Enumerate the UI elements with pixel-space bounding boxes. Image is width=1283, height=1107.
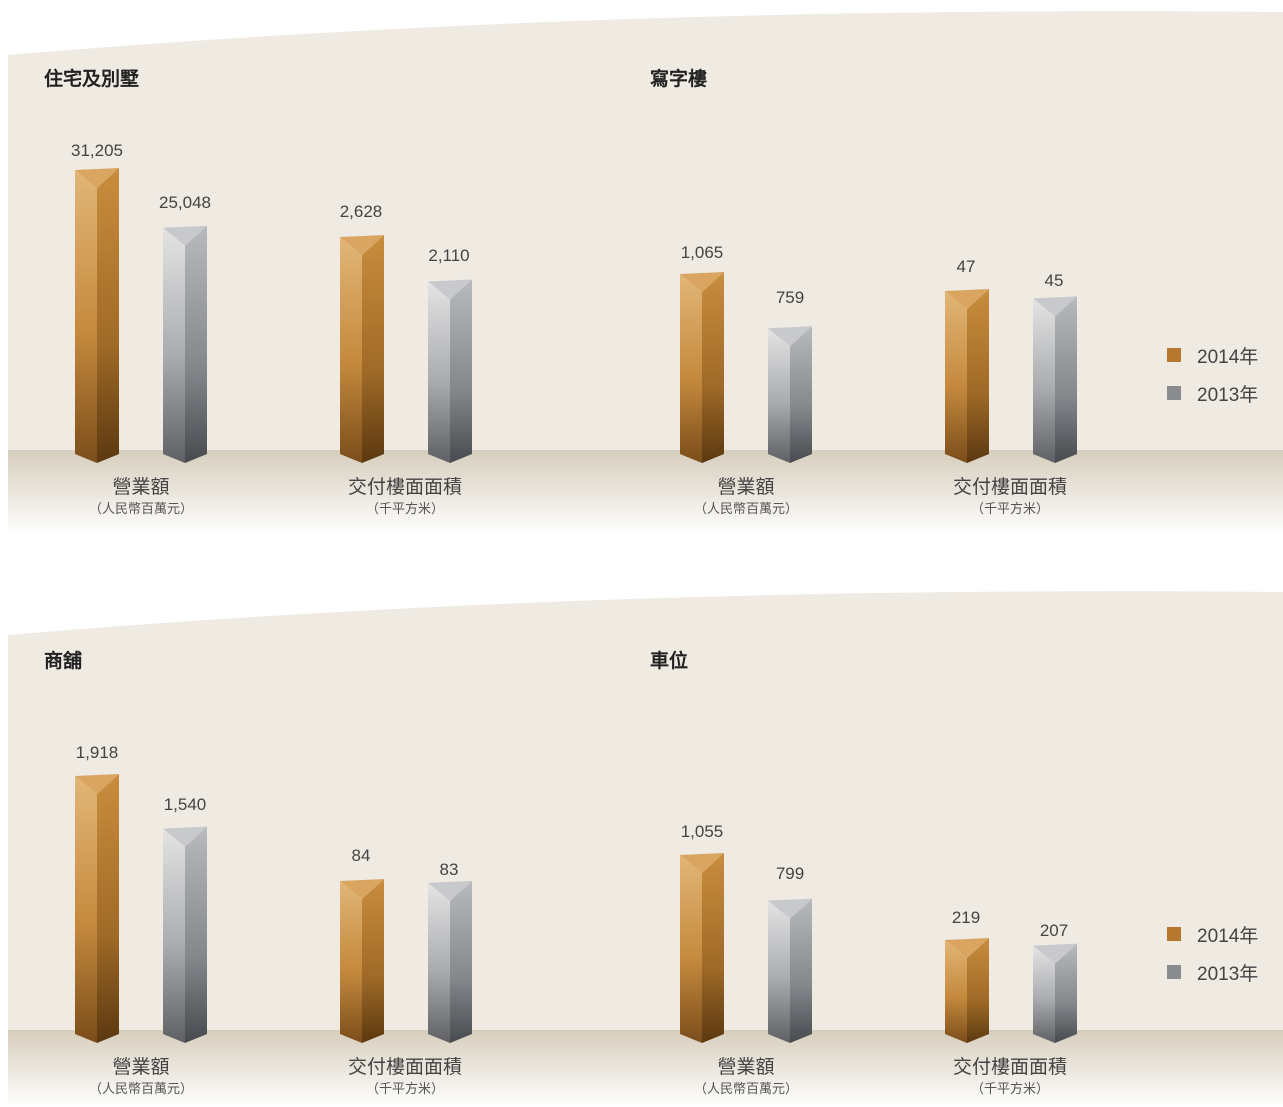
top-bars <box>75 168 1077 463</box>
legend-item-2013: 2013年 <box>1167 953 1258 991</box>
chart-title-office: 寫字樓 <box>650 68 708 90</box>
bottom-panel: 商舖 車位 1,918 1,540 84 83 1,055 799 219 20… <box>0 580 1283 1107</box>
unit-label-ret-revenue: （人民幣百萬元） <box>88 1082 193 1097</box>
data-label-res-rev-2014: 31,205 <box>71 141 123 160</box>
bar-c0-g0-2013 <box>163 225 207 463</box>
legend-label-2014: 2014年 <box>1197 346 1259 368</box>
legend-item-2013: 2013年 <box>1167 374 1258 412</box>
data-label-ret-rev-2014: 1,918 <box>75 743 119 762</box>
data-label-off-gfa-2014: 47 <box>956 257 976 276</box>
unit-label-par-revenue: （人民幣百萬元） <box>693 1082 798 1097</box>
data-label-par-rev-2013: 799 <box>775 864 805 883</box>
legend-bottom: 2014年 2013年 <box>1167 915 1258 991</box>
unit-label-off-revenue: （人民幣百萬元） <box>693 502 798 517</box>
category-label-off-revenue: 營業額 <box>717 476 775 498</box>
unit-label-ret-gfa: （千平方米） <box>365 1082 444 1097</box>
data-label-res-gfa-2013: 2,110 <box>428 246 470 265</box>
bottom-panel-background <box>8 591 1283 1107</box>
bottom-bars <box>75 774 1077 1043</box>
data-label-ret-gfa-2014: 84 <box>351 846 371 865</box>
category-label-res-revenue: 營業額 <box>112 476 170 498</box>
chart-title-parking: 車位 <box>650 650 689 672</box>
bar-c2-g0-2014 <box>75 774 119 1043</box>
category-label-res-gfa: 交付樓面面積 <box>347 476 462 498</box>
bar-c1-g1-2014 <box>945 289 989 463</box>
category-label-par-gfa: 交付樓面面積 <box>952 1056 1067 1078</box>
data-label-par-rev-2014: 1,055 <box>680 822 724 841</box>
category-label-ret-gfa: 交付樓面面積 <box>347 1056 462 1078</box>
bar-c1-g0-2014 <box>680 272 724 463</box>
bar-c0-g0-2014 <box>75 168 119 463</box>
data-label-par-gfa-2014: 219 <box>951 908 981 927</box>
data-label-off-rev-2013: 759 <box>775 288 805 307</box>
legend-item-2014: 2014年 <box>1167 336 1258 374</box>
top-panel: 住宅及別墅 寫字樓 31,205 25,048 2,628 2,110 1,06… <box>0 0 1283 540</box>
unit-label-off-gfa: （千平方米） <box>970 502 1049 517</box>
bar-c1-g0-2013 <box>768 326 812 463</box>
bar-c2-g1-2014 <box>340 879 384 1043</box>
data-label-ret-gfa-2013: 83 <box>439 860 459 879</box>
data-label-off-rev-2014: 1,065 <box>680 243 724 262</box>
unit-label-par-gfa: （千平方米） <box>970 1082 1049 1097</box>
legend-item-2014: 2014年 <box>1167 915 1258 953</box>
legend-label-2013: 2013年 <box>1197 963 1259 985</box>
category-label-ret-revenue: 營業額 <box>112 1056 170 1078</box>
bar-c3-g0-2013 <box>768 898 812 1043</box>
chart-title-retail: 商舖 <box>44 650 83 672</box>
chart-title-residential: 住宅及別墅 <box>44 68 140 90</box>
bar-c3-g1-2014 <box>945 938 989 1043</box>
bar-c0-g1-2013 <box>428 279 472 463</box>
bar-c1-g1-2013 <box>1033 296 1077 463</box>
unit-label-res-revenue: （人民幣百萬元） <box>88 502 193 517</box>
bar-c3-g1-2013 <box>1033 943 1077 1043</box>
unit-label-res-gfa: （千平方米） <box>365 502 444 517</box>
legend-label-2014: 2014年 <box>1197 925 1259 947</box>
data-label-off-gfa-2013: 45 <box>1044 271 1064 290</box>
bar-c2-g0-2013 <box>163 826 207 1043</box>
data-label-res-gfa-2014: 2,628 <box>339 202 383 221</box>
legend-label-2013: 2013年 <box>1197 384 1259 406</box>
bar-c0-g1-2014 <box>340 235 384 463</box>
data-label-par-gfa-2013: 207 <box>1039 921 1069 940</box>
bar-c2-g1-2013 <box>428 880 472 1043</box>
legend-top: 2014年 2013年 <box>1167 336 1258 412</box>
legend-swatch-2014 <box>1167 348 1181 362</box>
data-label-ret-rev-2013: 1,540 <box>163 795 207 814</box>
data-label-res-rev-2013: 25,048 <box>159 193 211 212</box>
legend-swatch-2013 <box>1167 965 1181 979</box>
bar-c3-g0-2014 <box>680 853 724 1043</box>
category-label-par-revenue: 營業額 <box>717 1056 775 1078</box>
legend-swatch-2013 <box>1167 386 1181 400</box>
category-label-off-gfa: 交付樓面面積 <box>952 476 1067 498</box>
legend-swatch-2014 <box>1167 927 1181 941</box>
